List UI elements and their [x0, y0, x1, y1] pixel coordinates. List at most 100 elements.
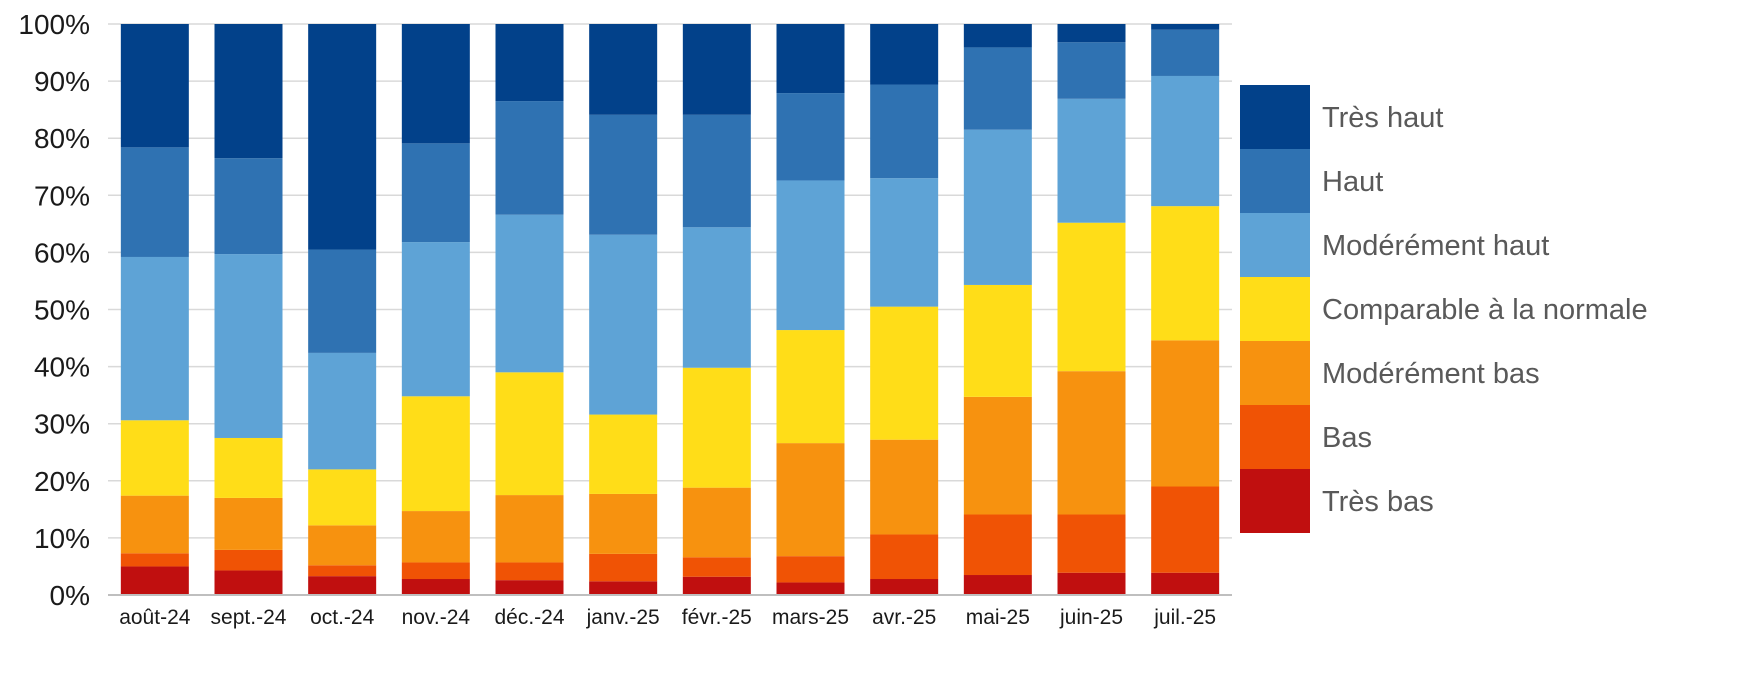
bar-segment [401, 24, 470, 144]
bar-stack-mai-25 [963, 24, 1032, 595]
y-tick-label: 80% [34, 123, 90, 154]
bar-segment [589, 493, 658, 554]
legend-swatch [1240, 85, 1310, 149]
bar-segment [682, 227, 751, 368]
x-tick-label: avr.-25 [872, 606, 936, 629]
legend-label: Comparable à la normale [1322, 294, 1648, 326]
bar-segment [870, 534, 939, 580]
bar-segment [214, 570, 283, 595]
bar-stack-août-24 [120, 24, 189, 595]
y-tick-label: 0% [50, 580, 90, 611]
bar-segment [589, 234, 658, 415]
y-tick-label: 60% [34, 237, 90, 268]
bar-segment [963, 47, 1032, 130]
bar-segment [495, 101, 564, 215]
legend-swatch [1240, 469, 1310, 533]
x-tick-label: août-24 [119, 606, 191, 629]
y-tick-label: 40% [34, 352, 90, 383]
bar-segment [870, 306, 939, 440]
bar-segment [963, 514, 1032, 576]
y-tick-label: 70% [34, 180, 90, 211]
x-tick-label: mai-25 [966, 606, 1030, 629]
y-tick-label: 30% [34, 409, 90, 440]
legend-label: Très haut [1322, 102, 1443, 134]
legend-swatch [1240, 277, 1310, 341]
y-axis-ticks: 0% 10% 20% 30% 40% 50% 60% 70% 80% 90% 100% [18, 9, 90, 611]
bar-segment [495, 372, 564, 496]
bar-stack-déc.-24 [495, 24, 564, 595]
bar-stack-févr.-25 [682, 24, 751, 595]
bar-segment [308, 469, 377, 526]
bar-segment [308, 249, 377, 353]
x-tick-label: oct.-24 [310, 606, 375, 629]
bar-segment [776, 556, 845, 583]
bar-segment [682, 114, 751, 228]
bar-segment [401, 396, 470, 512]
bar-segment [963, 575, 1032, 595]
bar-stack-juil.-25 [1151, 24, 1220, 595]
y-tick-label: 100% [18, 9, 90, 40]
bar-segment [308, 576, 377, 595]
x-tick-label: déc.-24 [494, 606, 564, 629]
bar-segment [308, 24, 377, 250]
legend-label: Haut [1322, 166, 1383, 198]
bar-segment [120, 24, 189, 148]
legend-label: Modérément haut [1322, 230, 1549, 262]
bar-segment [1151, 486, 1220, 573]
bar-segment [776, 330, 845, 444]
legend-label: Modérément bas [1322, 358, 1540, 390]
bar-segment [214, 497, 283, 550]
bar-segment [401, 579, 470, 595]
bar-segment [401, 242, 470, 397]
bar-segment [214, 549, 283, 571]
bar-segment [214, 158, 283, 255]
bar-segment [401, 562, 470, 580]
bar-stack-juin-25 [1057, 24, 1126, 595]
bar-segment [120, 256, 189, 421]
bar-segment [1151, 340, 1220, 487]
bar-stack-sept.-24 [214, 24, 283, 595]
legend-swatch [1240, 149, 1310, 213]
bar-segment [682, 24, 751, 115]
bar-segment [1057, 42, 1126, 99]
bar-stack-avr.-25 [870, 24, 939, 595]
bar-segment [495, 214, 564, 373]
bar-segment [308, 352, 377, 470]
x-axis-labels: août-24 sept.-24 oct.-24 nov.-24 déc.-24 janv… [119, 606, 1216, 629]
bars [120, 24, 1220, 595]
bar-segment [120, 566, 189, 595]
bar-segment [589, 24, 658, 115]
bar-segment [1151, 206, 1220, 341]
bar-segment [870, 24, 939, 85]
bar-segment [776, 93, 845, 181]
bar-segment [214, 24, 283, 159]
y-tick-label: 90% [34, 66, 90, 97]
y-tick-label: 10% [34, 523, 90, 554]
bar-segment [776, 443, 845, 557]
bar-segment [1057, 371, 1126, 515]
bar-segment [1057, 24, 1126, 43]
bar-segment [589, 114, 658, 235]
bar-segment [963, 129, 1032, 285]
bar-segment [682, 557, 751, 577]
bar-segment [870, 178, 939, 307]
bar-segment [401, 511, 470, 563]
bar-segment [120, 420, 189, 496]
bar-segment [870, 84, 939, 179]
y-tick-label: 20% [34, 466, 90, 497]
bar-segment [682, 487, 751, 558]
bar-segment [589, 581, 658, 595]
bar-segment [776, 24, 845, 94]
bar-stack-janv.-25 [589, 24, 658, 595]
bar-segment [214, 437, 283, 498]
bar-segment [1057, 514, 1126, 573]
bar-segment [214, 254, 283, 438]
x-tick-label: juil.-25 [1153, 606, 1216, 629]
bar-segment [682, 576, 751, 595]
legend-label: Très bas [1322, 486, 1434, 518]
bar-segment [495, 580, 564, 595]
x-tick-label: janv.-25 [586, 606, 660, 629]
gridlines [108, 23, 1232, 596]
bar-segment [870, 579, 939, 595]
